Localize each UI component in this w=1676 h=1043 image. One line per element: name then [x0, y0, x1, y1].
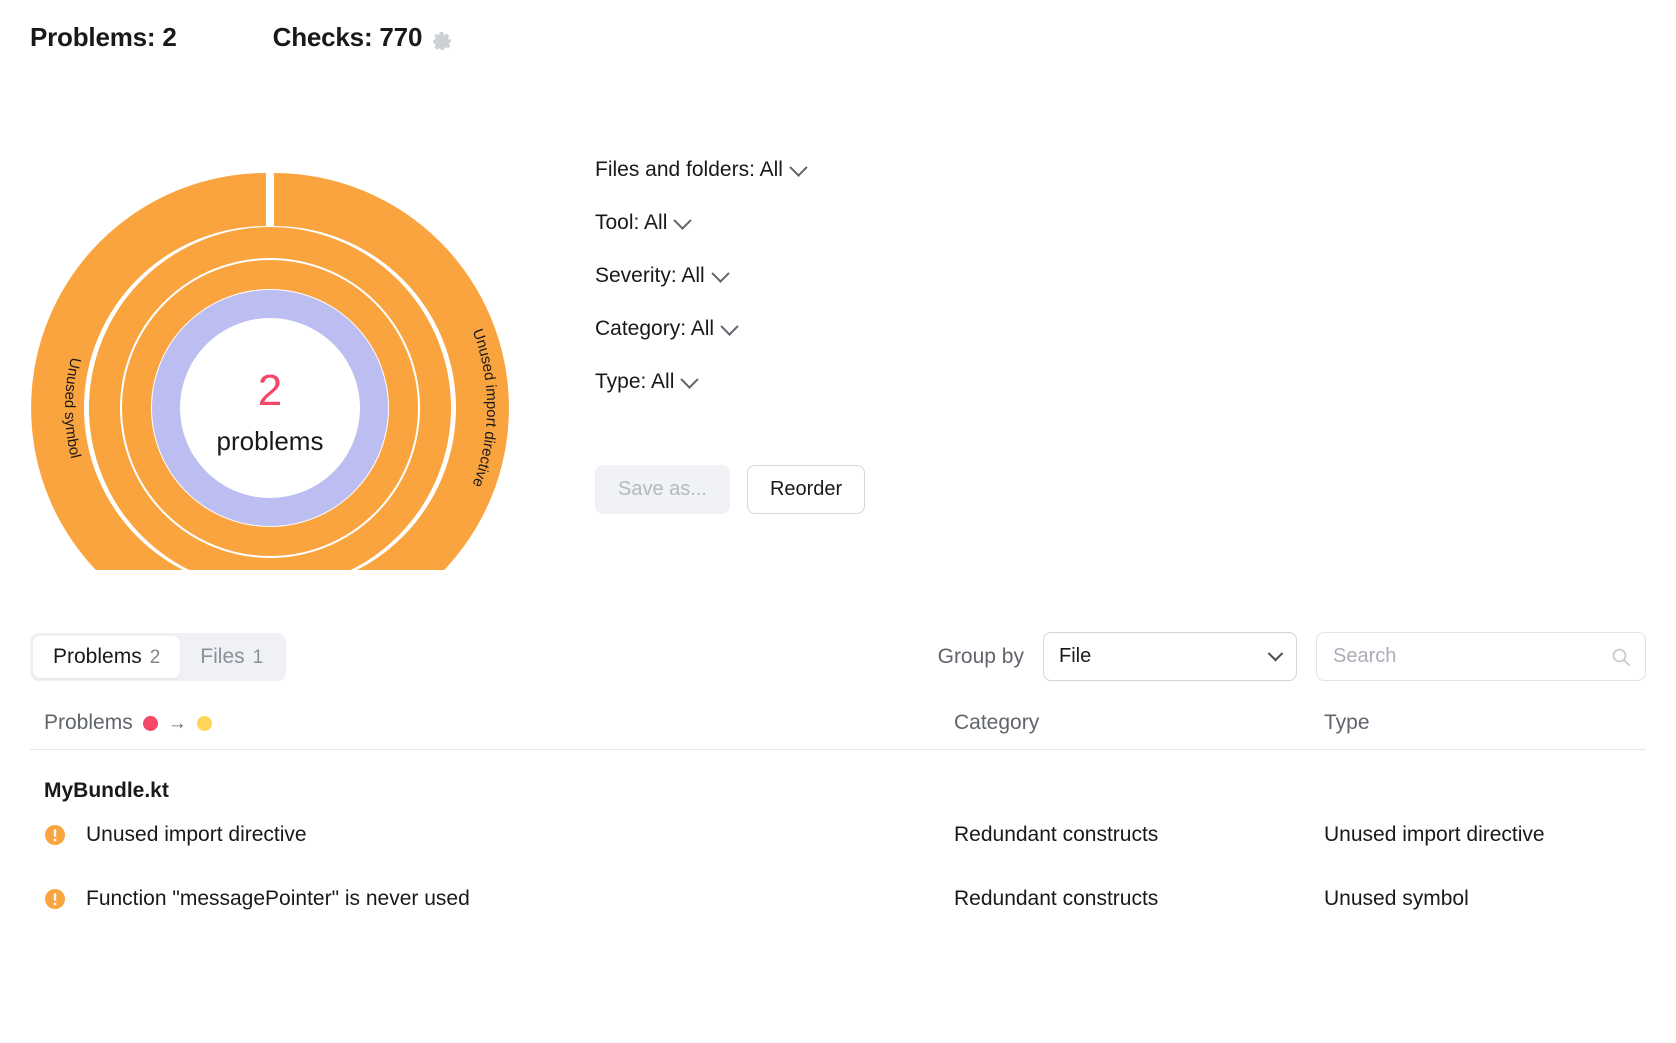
tab-files-count: 1 [252, 646, 264, 668]
ring-segment-unused-import-directive[interactable] [274, 173, 509, 570]
results-toolbar: Problems 2 Files 1 Group by File [0, 632, 1676, 681]
table-row[interactable]: Function "messagePointer" is never used … [30, 867, 1646, 931]
filter-severity-label: Severity: All [595, 264, 705, 287]
filter-category[interactable]: Category: All [595, 316, 739, 341]
ring-segment-unused-symbol[interactable] [31, 173, 266, 570]
chevron-down-icon [673, 210, 693, 230]
ring-segment-redundant-constructs[interactable] [89, 227, 451, 571]
sort-arrow-icon: → [167, 712, 187, 734]
warning-icon [44, 824, 66, 846]
row-type-cell: Unused import directive [1324, 823, 1545, 846]
donut-center-label: problems [217, 426, 324, 456]
filter-severity[interactable]: Severity: All [595, 263, 730, 288]
tab-problems-label: Problems [53, 644, 142, 668]
column-header-problems[interactable]: Problems → [44, 711, 954, 735]
severity-dot-high-icon [142, 715, 158, 731]
gear-icon[interactable] [432, 27, 452, 50]
search-input[interactable] [1331, 644, 1611, 669]
problems-table: Problems → Category Type MyBundle.kt Unu… [0, 711, 1676, 931]
group-by-label: Group by [937, 644, 1024, 668]
tab-problems-count: 2 [149, 646, 161, 668]
tab-files-label: Files [200, 644, 245, 668]
chevron-down-icon [680, 369, 700, 389]
column-header-category[interactable]: Category [954, 711, 1324, 735]
table-group-header[interactable]: MyBundle.kt [30, 750, 1646, 803]
row-problem-cell: Unused import directive [44, 823, 954, 847]
chevron-down-icon [789, 157, 808, 177]
problems-stat: Problems: 2 [30, 22, 177, 53]
tab-files[interactable]: Files 1 [180, 636, 283, 678]
ring-label-unused-symbol: Unused symbol [61, 356, 84, 460]
row-category-cell: Redundant constructs [954, 887, 1159, 910]
table-header-row: Problems → Category Type [30, 711, 1646, 750]
row-problem-text: Unused import directive [86, 823, 307, 846]
table-row[interactable]: Unused import directive Redundant constr… [30, 803, 1646, 867]
toolbar-right: Group by File [938, 632, 1646, 681]
severity-dot-low-icon [196, 715, 212, 731]
column-header-problems-label: Problems [44, 711, 133, 734]
filter-files-and-folders-label: Files and folders: All [595, 158, 783, 181]
chevron-down-icon [720, 316, 739, 336]
column-header-type-label: Type [1324, 711, 1370, 734]
report-header: Problems: 2 Checks: 770 [0, 0, 1676, 60]
filters-panel: Files and folders: All Tool: All Severit… [510, 60, 866, 514]
row-problem-text: Function "messagePointer" is never used [86, 887, 470, 910]
donut-center-value: 2 [258, 366, 282, 415]
save-as-button[interactable]: Save as... [595, 465, 730, 514]
ring-segment-code-inspection[interactable] [152, 290, 388, 526]
overview-section: Code Inspection High Redundant construct… [0, 60, 1676, 570]
filter-files-and-folders[interactable]: Files and folders: All [595, 157, 808, 182]
filter-type-label: Type: All [595, 370, 675, 393]
results-tabs: Problems 2 Files 1 [30, 632, 287, 681]
checks-stat-label: Checks: 770 [272, 21, 423, 52]
filter-actions: Save as... Reorder [595, 465, 866, 514]
reorder-button[interactable]: Reorder [746, 465, 866, 514]
search-icon [1611, 647, 1631, 667]
problems-stat-label: Problems: 2 [30, 21, 177, 52]
search-box[interactable] [1316, 632, 1646, 681]
sunburst-svg: Code Inspection High Redundant construct… [31, 173, 509, 570]
filter-tool[interactable]: Tool: All [595, 210, 693, 235]
column-header-category-label: Category [954, 711, 1040, 734]
checks-stat: Checks: 770 [273, 22, 453, 53]
warning-icon [44, 888, 66, 910]
sunburst-rings [31, 173, 509, 570]
ring-type[interactable] [31, 173, 509, 570]
chevron-down-icon [1267, 645, 1284, 662]
row-category-cell: Redundant constructs [954, 823, 1159, 846]
filter-type[interactable]: Type: All [595, 369, 700, 394]
ring-segment-high[interactable] [122, 260, 418, 556]
filter-category-label: Category: All [595, 317, 715, 340]
row-problem-cell: Function "messagePointer" is never used [44, 887, 954, 911]
group-by-select[interactable]: File [1043, 632, 1297, 681]
tab-problems[interactable]: Problems 2 [33, 635, 181, 678]
sunburst-chart[interactable]: Code Inspection High Redundant construct… [30, 60, 510, 570]
table-group-file-name: MyBundle.kt [44, 779, 169, 802]
row-type-cell: Unused symbol [1324, 887, 1469, 910]
group-by-value: File [1059, 645, 1092, 667]
filter-tool-label: Tool: All [595, 211, 668, 234]
chevron-down-icon [711, 263, 730, 283]
column-header-type[interactable]: Type [1324, 711, 1646, 735]
